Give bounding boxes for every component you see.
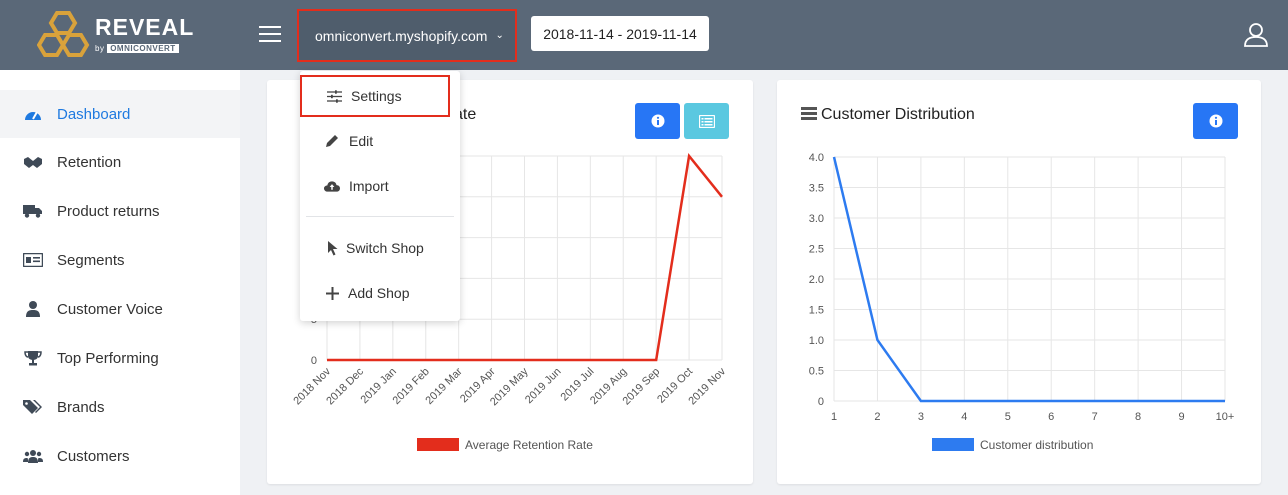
- hamburger-menu-icon[interactable]: [259, 26, 281, 44]
- customer-distribution-line-chart: 4.0 3.5 3.0 2.5 2.0 1.5 1.0 0.5 01 2 3 4 5 6 7 8 9 10+ Cus…: [809, 152, 1235, 452]
- logo-brand: OMNICONVERT: [107, 44, 179, 53]
- legend-swatch: [417, 438, 459, 451]
- x-tick-label: 4: [961, 411, 967, 423]
- info-button[interactable]: [635, 103, 680, 139]
- logo[interactable]: REVEAL by OMNICONVERT: [37, 11, 207, 61]
- date-range-picker[interactable]: 2018-11-14 - 2019-11-14: [531, 16, 709, 51]
- menu-item-import[interactable]: Import: [300, 166, 460, 206]
- x-tick-label: 8: [1135, 411, 1141, 423]
- y-tick-label: 3.5: [809, 183, 824, 195]
- id-card-icon: [23, 252, 43, 268]
- shop-dropdown-menu: Settings Edit Import Switch Shop Add Sho…: [300, 71, 460, 321]
- menu-item-label: Add Shop: [348, 285, 410, 301]
- info-button[interactable]: [1193, 103, 1238, 139]
- x-tick-label: 10+: [1216, 411, 1235, 423]
- handshake-icon: [23, 154, 43, 170]
- cursor-icon: [324, 240, 340, 256]
- trophy-icon: [23, 350, 43, 366]
- legend-swatch: [932, 438, 974, 451]
- sidebar-item-product-returns[interactable]: Product returns: [0, 187, 240, 235]
- legend-label: Average Retention Rate: [465, 438, 593, 452]
- sidebar-item-segments[interactable]: Segments: [0, 236, 240, 284]
- menu-item-add-shop[interactable]: Add Shop: [300, 273, 460, 313]
- y-tick-label: 0: [818, 396, 824, 408]
- x-tick-label: 2019 Jun: [523, 366, 563, 406]
- x-tick-label: 2019 Mar: [423, 365, 465, 407]
- sidebar-item-customers[interactable]: Customers: [0, 432, 240, 480]
- sliders-icon: [326, 88, 342, 104]
- y-tick-label: 2.0: [809, 274, 824, 286]
- sidebar-item-label: Product returns: [57, 202, 160, 220]
- x-tick-label: 3: [918, 411, 924, 423]
- sidebar-item-label: Retention: [57, 153, 122, 171]
- shop-name: omniconvert.myshopify.com: [315, 27, 488, 44]
- x-tick-label: 9: [1178, 411, 1184, 423]
- sidebar: Dashboard Retention Product returns Segm…: [0, 70, 240, 495]
- table-icon: [698, 114, 715, 128]
- sidebar-item-label: Dashboard: [57, 105, 131, 123]
- user-icon: [23, 301, 43, 317]
- logo-text: REVEAL: [95, 14, 195, 40]
- sidebar-item-label: Customer Voice: [57, 300, 163, 318]
- database-list-icon: [801, 107, 817, 120]
- customer-distribution-card: Customer Distribution 4.0 3.5 3.0 2.5 2.0 1.5…: [777, 80, 1261, 484]
- menu-item-settings[interactable]: Settings: [300, 75, 450, 117]
- menu-divider: [306, 216, 454, 217]
- x-tick-label: 6: [1048, 411, 1054, 423]
- x-tick-label: 7: [1092, 411, 1098, 423]
- sidebar-item-label: Top Performing: [57, 349, 159, 367]
- user-account-icon[interactable]: [1243, 22, 1269, 48]
- y-tick-label: 2.5: [809, 244, 824, 256]
- menu-item-switch-shop[interactable]: Switch Shop: [300, 228, 460, 268]
- users-icon: [23, 448, 43, 464]
- honeycomb-logo-icon: [37, 11, 90, 57]
- info-icon: [651, 114, 664, 128]
- x-tick-label: 1: [831, 411, 837, 423]
- top-bar: REVEAL by OMNICONVERT omniconvert.myshop…: [0, 0, 1288, 70]
- menu-item-label: Settings: [351, 88, 402, 104]
- pencil-icon: [324, 133, 340, 149]
- sidebar-item-label: Brands: [57, 398, 105, 416]
- sidebar-item-top-performing[interactable]: Top Performing: [0, 334, 240, 382]
- y-tick-label: 1.5: [809, 305, 824, 317]
- logo-by: by: [95, 44, 105, 53]
- cloud-upload-icon: [324, 178, 340, 194]
- y-tick-label: 0.5: [809, 366, 824, 378]
- dashboard-icon: [23, 106, 43, 122]
- menu-item-label: Import: [349, 178, 389, 194]
- y-tick-label: 4.0: [809, 152, 824, 164]
- series-line: [832, 156, 1225, 403]
- legend-label: Customer distribution: [980, 438, 1093, 452]
- menu-item-edit[interactable]: Edit: [300, 121, 460, 161]
- x-tick-label: 2: [874, 411, 880, 423]
- menu-item-label: Edit: [349, 133, 374, 149]
- table-view-button[interactable]: [684, 103, 729, 139]
- chevron-down-icon: ⌄: [495, 30, 504, 41]
- series-line: [327, 153, 723, 362]
- y-tick-label: 3.0: [809, 213, 824, 225]
- card-title: Customer Distribution: [821, 106, 975, 123]
- info-icon: [1209, 114, 1222, 128]
- x-tick-label: 5: [1005, 411, 1011, 423]
- truck-icon: [23, 203, 43, 219]
- sidebar-item-dashboard[interactable]: Dashboard: [0, 90, 240, 138]
- plus-icon: [324, 285, 340, 301]
- y-tick-label: 0: [311, 355, 317, 367]
- sidebar-item-label: Segments: [57, 251, 125, 269]
- logo-subtitle: by OMNICONVERT: [95, 44, 179, 53]
- sidebar-item-retention[interactable]: Retention: [0, 138, 240, 186]
- y-tick-label: 1.0: [809, 335, 824, 347]
- sidebar-item-customer-voice[interactable]: Customer Voice: [0, 285, 240, 333]
- menu-item-label: Switch Shop: [346, 240, 424, 256]
- sidebar-item-brands[interactable]: Brands: [0, 383, 240, 431]
- shop-selector[interactable]: omniconvert.myshopify.com ⌄: [297, 9, 517, 62]
- tags-icon: [23, 399, 43, 415]
- sidebar-item-label: Customers: [57, 447, 130, 465]
